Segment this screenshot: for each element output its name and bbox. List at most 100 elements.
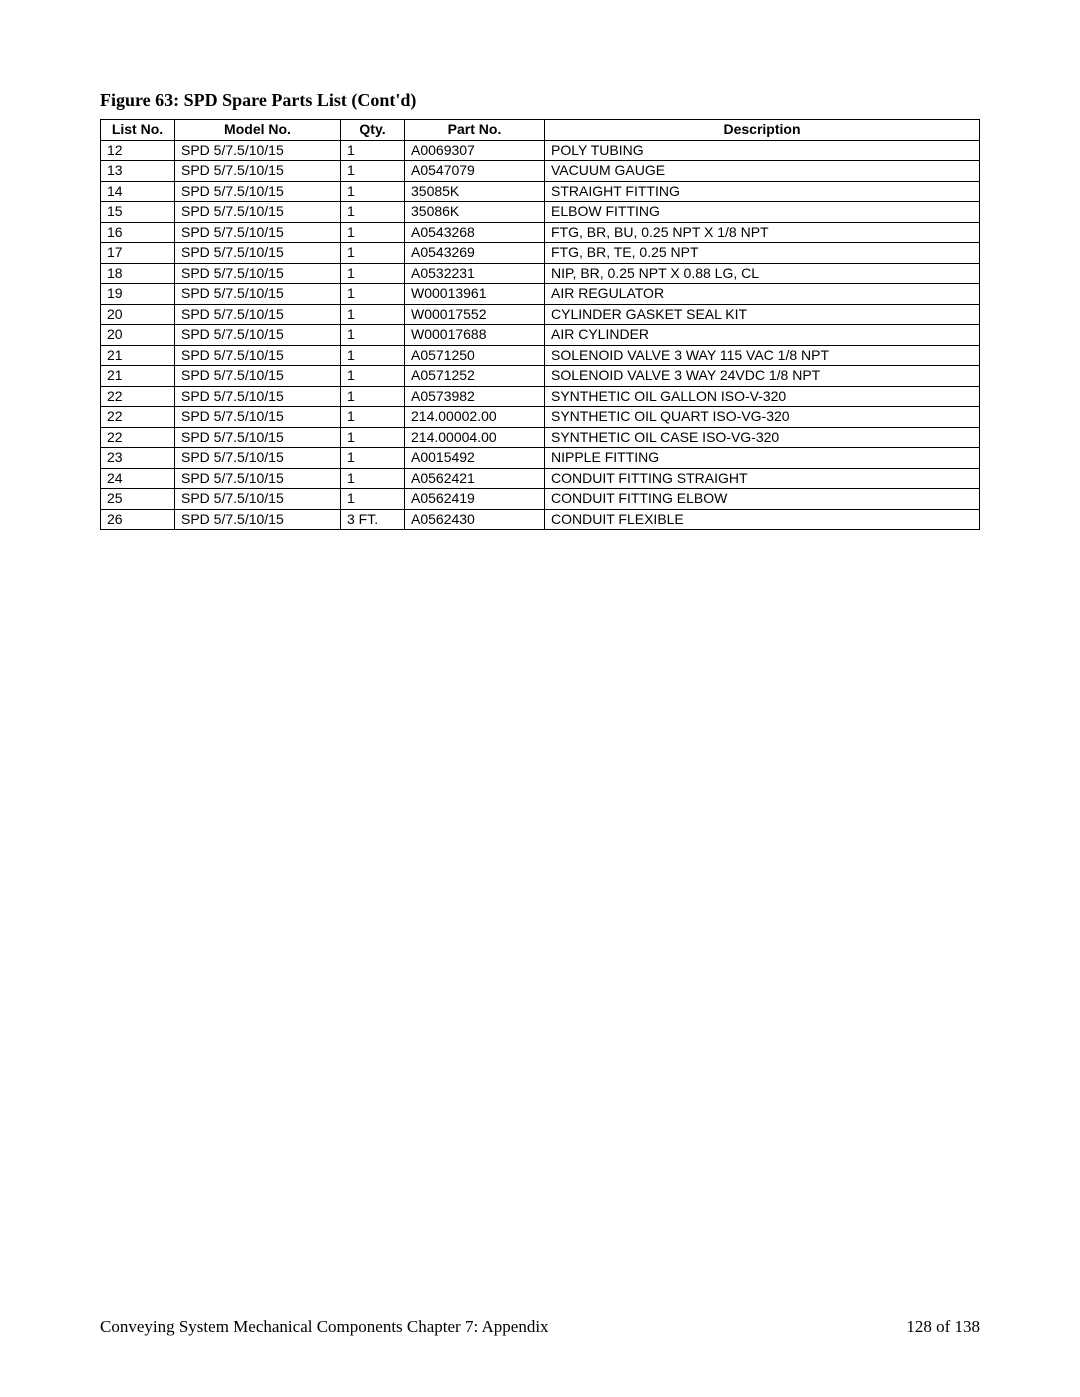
- cell-part-no: A0562421: [405, 468, 545, 489]
- cell-part-no: 35086K: [405, 202, 545, 223]
- cell-model-no: SPD 5/7.5/10/15: [175, 243, 341, 264]
- table-row: 13SPD 5/7.5/10/151A0547079VACUUM GAUGE: [101, 161, 980, 182]
- cell-description: CONDUIT FLEXIBLE: [545, 509, 980, 530]
- cell-list-no: 18: [101, 263, 175, 284]
- cell-model-no: SPD 5/7.5/10/15: [175, 509, 341, 530]
- cell-description: FTG, BR, BU, 0.25 NPT X 1/8 NPT: [545, 222, 980, 243]
- cell-part-no: A0543269: [405, 243, 545, 264]
- col-header-part-no: Part No.: [405, 120, 545, 141]
- cell-qty: 1: [341, 304, 405, 325]
- cell-description: FTG, BR, TE, 0.25 NPT: [545, 243, 980, 264]
- table-row: 14SPD 5/7.5/10/15135085KSTRAIGHT FITTING: [101, 181, 980, 202]
- cell-model-no: SPD 5/7.5/10/15: [175, 489, 341, 510]
- table-row: 12SPD 5/7.5/10/151A0069307POLY TUBING: [101, 140, 980, 161]
- cell-model-no: SPD 5/7.5/10/15: [175, 202, 341, 223]
- table-row: 21SPD 5/7.5/10/151A0571250SOLENOID VALVE…: [101, 345, 980, 366]
- cell-part-no: W00013961: [405, 284, 545, 305]
- cell-model-no: SPD 5/7.5/10/15: [175, 468, 341, 489]
- cell-list-no: 12: [101, 140, 175, 161]
- table-row: 18SPD 5/7.5/10/151A0532231NIP, BR, 0.25 …: [101, 263, 980, 284]
- footer-right: 128 of 138: [906, 1317, 980, 1337]
- cell-model-no: SPD 5/7.5/10/15: [175, 284, 341, 305]
- cell-qty: 1: [341, 140, 405, 161]
- table-row: 22SPD 5/7.5/10/151214.00004.00SYNTHETIC …: [101, 427, 980, 448]
- parts-table: List No. Model No. Qty. Part No. Descrip…: [100, 119, 980, 530]
- table-row: 26SPD 5/7.5/10/153 FT.A0562430CONDUIT FL…: [101, 509, 980, 530]
- cell-model-no: SPD 5/7.5/10/15: [175, 140, 341, 161]
- cell-part-no: A0532231: [405, 263, 545, 284]
- cell-qty: 1: [341, 407, 405, 428]
- cell-description: SOLENOID VALVE 3 WAY 115 VAC 1/8 NPT: [545, 345, 980, 366]
- cell-qty: 1: [341, 345, 405, 366]
- page-footer: Conveying System Mechanical Components C…: [100, 1317, 980, 1337]
- cell-model-no: SPD 5/7.5/10/15: [175, 304, 341, 325]
- cell-part-no: A0069307: [405, 140, 545, 161]
- table-row: 17SPD 5/7.5/10/151A0543269FTG, BR, TE, 0…: [101, 243, 980, 264]
- cell-qty: 1: [341, 222, 405, 243]
- cell-list-no: 26: [101, 509, 175, 530]
- cell-list-no: 21: [101, 366, 175, 387]
- cell-description: SYNTHETIC OIL GALLON ISO-V-320: [545, 386, 980, 407]
- cell-part-no: W00017688: [405, 325, 545, 346]
- cell-model-no: SPD 5/7.5/10/15: [175, 427, 341, 448]
- table-row: 20SPD 5/7.5/10/151W00017552CYLINDER GASK…: [101, 304, 980, 325]
- cell-part-no: A0562430: [405, 509, 545, 530]
- cell-list-no: 21: [101, 345, 175, 366]
- cell-qty: 1: [341, 448, 405, 469]
- cell-qty: 1: [341, 284, 405, 305]
- cell-description: AIR CYLINDER: [545, 325, 980, 346]
- table-row: 22SPD 5/7.5/10/151214.00002.00SYNTHETIC …: [101, 407, 980, 428]
- cell-list-no: 14: [101, 181, 175, 202]
- footer-left: Conveying System Mechanical Components C…: [100, 1317, 549, 1337]
- figure-title: Figure 63: SPD Spare Parts List (Cont'd): [100, 90, 980, 111]
- cell-description: SYNTHETIC OIL QUART ISO-VG-320: [545, 407, 980, 428]
- col-header-description: Description: [545, 120, 980, 141]
- cell-qty: 3 FT.: [341, 509, 405, 530]
- cell-list-no: 24: [101, 468, 175, 489]
- cell-part-no: W00017552: [405, 304, 545, 325]
- cell-qty: 1: [341, 181, 405, 202]
- cell-part-no: A0571250: [405, 345, 545, 366]
- cell-list-no: 22: [101, 407, 175, 428]
- cell-model-no: SPD 5/7.5/10/15: [175, 222, 341, 243]
- cell-description: STRAIGHT FITTING: [545, 181, 980, 202]
- cell-description: VACUUM GAUGE: [545, 161, 980, 182]
- cell-description: SYNTHETIC OIL CASE ISO-VG-320: [545, 427, 980, 448]
- cell-model-no: SPD 5/7.5/10/15: [175, 366, 341, 387]
- col-header-model-no: Model No.: [175, 120, 341, 141]
- cell-model-no: SPD 5/7.5/10/15: [175, 325, 341, 346]
- cell-qty: 1: [341, 325, 405, 346]
- cell-list-no: 17: [101, 243, 175, 264]
- cell-model-no: SPD 5/7.5/10/15: [175, 161, 341, 182]
- cell-part-no: A0015492: [405, 448, 545, 469]
- cell-model-no: SPD 5/7.5/10/15: [175, 448, 341, 469]
- table-row: 24SPD 5/7.5/10/151A0562421CONDUIT FITTIN…: [101, 468, 980, 489]
- table-header-row: List No. Model No. Qty. Part No. Descrip…: [101, 120, 980, 141]
- col-header-list-no: List No.: [101, 120, 175, 141]
- table-row: 15SPD 5/7.5/10/15135086KELBOW FITTING: [101, 202, 980, 223]
- cell-part-no: A0543268: [405, 222, 545, 243]
- cell-list-no: 16: [101, 222, 175, 243]
- cell-model-no: SPD 5/7.5/10/15: [175, 407, 341, 428]
- cell-model-no: SPD 5/7.5/10/15: [175, 386, 341, 407]
- cell-list-no: 20: [101, 325, 175, 346]
- cell-qty: 1: [341, 263, 405, 284]
- cell-part-no: 214.00002.00: [405, 407, 545, 428]
- cell-description: AIR REGULATOR: [545, 284, 980, 305]
- cell-qty: 1: [341, 161, 405, 182]
- cell-qty: 1: [341, 427, 405, 448]
- cell-qty: 1: [341, 243, 405, 264]
- cell-part-no: A0571252: [405, 366, 545, 387]
- cell-qty: 1: [341, 489, 405, 510]
- cell-list-no: 20: [101, 304, 175, 325]
- cell-description: NIP, BR, 0.25 NPT X 0.88 LG, CL: [545, 263, 980, 284]
- cell-qty: 1: [341, 468, 405, 489]
- cell-description: CYLINDER GASKET SEAL KIT: [545, 304, 980, 325]
- cell-part-no: A0547079: [405, 161, 545, 182]
- cell-qty: 1: [341, 386, 405, 407]
- cell-model-no: SPD 5/7.5/10/15: [175, 181, 341, 202]
- cell-qty: 1: [341, 366, 405, 387]
- cell-description: ELBOW FITTING: [545, 202, 980, 223]
- table-row: 22SPD 5/7.5/10/151A0573982SYNTHETIC OIL …: [101, 386, 980, 407]
- cell-description: POLY TUBING: [545, 140, 980, 161]
